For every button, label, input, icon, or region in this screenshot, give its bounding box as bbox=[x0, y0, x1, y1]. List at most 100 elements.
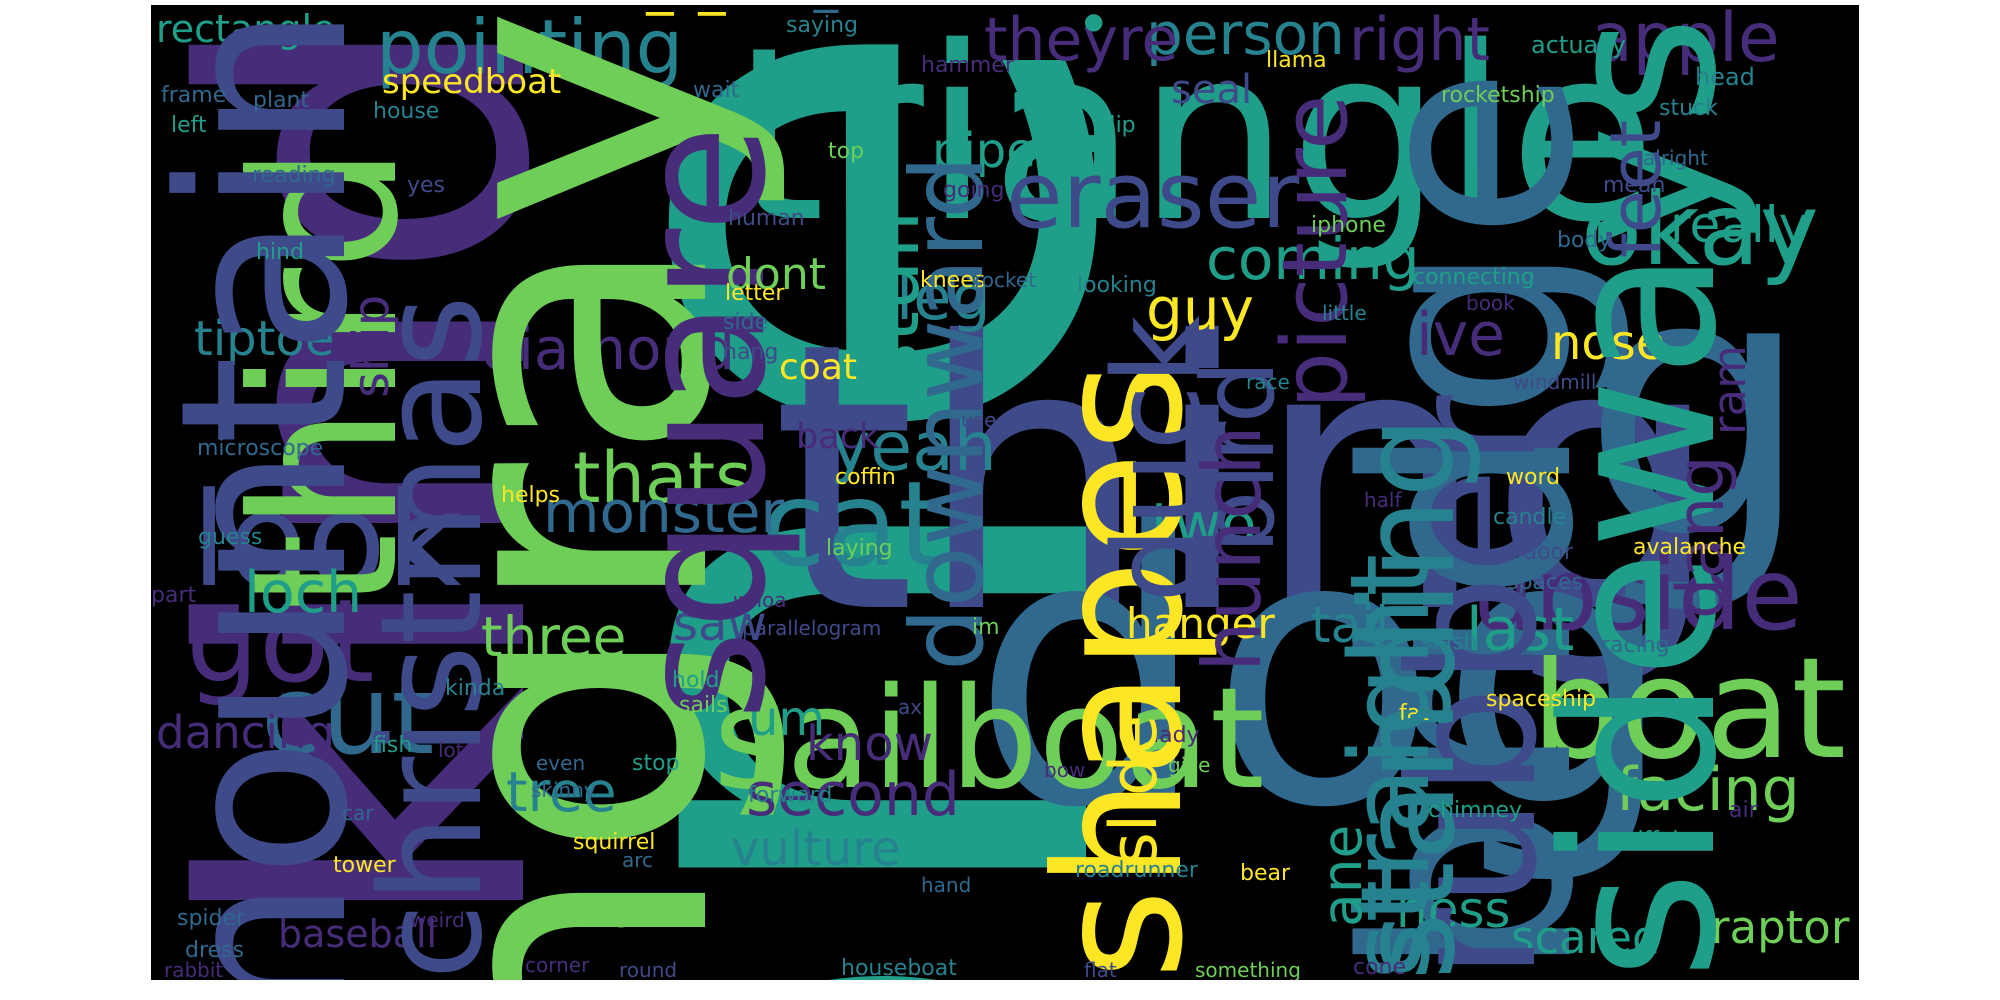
word-fish: fish bbox=[373, 733, 413, 758]
word-spaceship: spaceship bbox=[1486, 687, 1597, 712]
word-hold: hold bbox=[672, 668, 720, 693]
word-chimney: chimney bbox=[1428, 798, 1523, 823]
word-skinny: skinny bbox=[531, 778, 596, 802]
word-letter: letter bbox=[725, 281, 785, 306]
word-side: side bbox=[723, 310, 769, 335]
word-ness: ness bbox=[1396, 881, 1511, 939]
word-corner: corner bbox=[525, 953, 590, 977]
word-actually: actually bbox=[1531, 31, 1626, 59]
word-top-dash: − bbox=[809, 5, 843, 34]
word-coat: coat bbox=[779, 347, 857, 388]
word-arrow: arrow bbox=[536, 881, 678, 939]
word-tail: tail bbox=[1311, 596, 1390, 654]
word-top: top bbox=[828, 139, 865, 164]
word-dont: dont bbox=[726, 249, 826, 300]
word-house: house bbox=[373, 99, 440, 124]
word-hammer: hammer bbox=[921, 53, 1014, 78]
word-three: three bbox=[481, 605, 627, 669]
word-bow: bow bbox=[1044, 758, 1086, 782]
word-left: left bbox=[171, 113, 207, 138]
word-im: im bbox=[972, 615, 1000, 640]
word-use: use bbox=[961, 408, 997, 432]
word-slide: slide bbox=[1097, 714, 1172, 866]
word-parallelogram: parallelogram bbox=[742, 616, 882, 640]
word-dancing: dancing bbox=[156, 706, 335, 759]
word-look: look bbox=[191, 464, 462, 616]
word-leg: leg bbox=[896, 261, 991, 334]
word-looking: looking bbox=[1077, 273, 1157, 298]
word-houseboat: houseboat bbox=[841, 956, 957, 980]
word-person: person bbox=[1146, 5, 1345, 68]
word-sailboat: sailboat bbox=[713, 658, 1265, 821]
word-upside: upside bbox=[1471, 536, 1803, 653]
word-flat: flat bbox=[1084, 958, 1117, 980]
word-kinda: kinda bbox=[445, 676, 506, 701]
word-stuff: stuff bbox=[844, 205, 937, 384]
word-helps: helps bbox=[501, 483, 561, 508]
word-air: air bbox=[1729, 798, 1758, 823]
word-slip: slip bbox=[1098, 113, 1136, 138]
word-frame: frame bbox=[161, 83, 227, 108]
word-pointing: pointing bbox=[376, 5, 684, 91]
word-guy: guy bbox=[1146, 275, 1254, 343]
word-fat: fat bbox=[1399, 701, 1429, 726]
word-iphone: iphone bbox=[1311, 213, 1386, 238]
word-guess: guess bbox=[198, 525, 263, 550]
word-picture: picture bbox=[1263, 94, 1368, 409]
word-tower: tower bbox=[333, 853, 396, 878]
word-theyre: theyre bbox=[984, 5, 1179, 75]
word-part: part bbox=[151, 583, 197, 608]
word-um: um bbox=[748, 691, 826, 747]
word-laying: laying bbox=[826, 536, 893, 561]
word-got: got bbox=[186, 575, 375, 709]
word-okay: okay bbox=[1581, 171, 1819, 288]
word-saying: saying bbox=[786, 13, 858, 38]
word-going: going bbox=[943, 178, 1005, 203]
word-ane: ane bbox=[1310, 824, 1374, 927]
word-thats: thats bbox=[573, 437, 752, 519]
word-dog: dog bbox=[971, 454, 1677, 890]
word-facing: facing bbox=[1616, 755, 1800, 825]
word-baseball: baseball bbox=[278, 912, 438, 956]
word-bear: bear bbox=[1240, 861, 1291, 886]
word-hand: hand bbox=[921, 873, 972, 897]
word-tiptoe: tiptoe bbox=[194, 311, 335, 367]
word-weird: weird bbox=[410, 908, 465, 932]
word-dress: dress bbox=[185, 938, 244, 963]
word-monster: monster bbox=[543, 478, 785, 546]
word-seal: seal bbox=[1171, 67, 1253, 113]
word-apple: apple bbox=[1591, 5, 1780, 78]
word-coffin: coffin bbox=[835, 465, 896, 490]
word-tree: tree bbox=[506, 760, 617, 824]
word-book: book bbox=[1466, 291, 1515, 315]
word-little: little bbox=[1322, 301, 1367, 325]
word-spider: spider bbox=[177, 906, 246, 931]
word-yes: yes bbox=[407, 173, 446, 198]
word-word: word bbox=[1506, 465, 1561, 490]
word-avalanche: avalanche bbox=[1633, 535, 1747, 560]
word-mean: mean bbox=[1603, 173, 1666, 198]
word-candle: candle bbox=[1493, 505, 1567, 530]
word-rabbit: rabbit bbox=[164, 958, 224, 980]
word-car: car bbox=[342, 801, 374, 825]
word-even: even bbox=[536, 751, 586, 775]
word-slash: slash bbox=[1421, 630, 1478, 655]
word-round: round bbox=[619, 958, 678, 980]
word-whoa: whoa bbox=[733, 588, 787, 612]
word-diamond: diamond bbox=[481, 315, 736, 383]
word-cat: cat bbox=[761, 455, 945, 593]
word-cloud-canvas: one thing dog triangle kind g sailboat b… bbox=[151, 5, 1859, 980]
word-hang: hang bbox=[723, 340, 779, 365]
word-know: know bbox=[806, 716, 933, 772]
word-knees: knees bbox=[920, 268, 986, 293]
word-rocketship: rocketship bbox=[1441, 83, 1555, 108]
word-really: really bbox=[1670, 196, 1809, 254]
word-give: give bbox=[1168, 753, 1211, 777]
word-yeah: yeah bbox=[830, 408, 997, 487]
word-thing: thing bbox=[771, 265, 1723, 695]
word-pipe: pipe bbox=[932, 123, 1036, 179]
word-wait: wait bbox=[693, 78, 740, 103]
word-vulture: vulture bbox=[731, 821, 901, 877]
word-microscope: microscope bbox=[197, 436, 324, 461]
word-ive: ive bbox=[1416, 300, 1506, 370]
